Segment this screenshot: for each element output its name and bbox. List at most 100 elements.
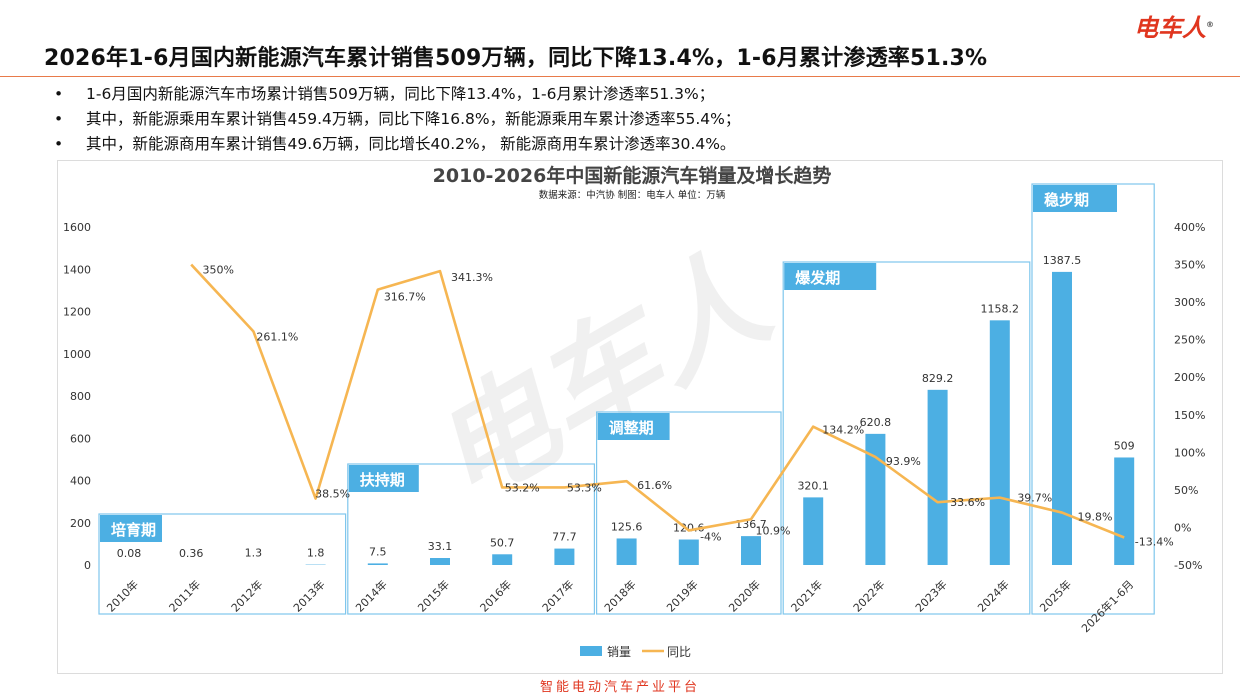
y-right-tick: 350%: [1174, 259, 1205, 272]
growth-value-label: 53.3%: [567, 481, 602, 494]
bar-value-label: 77.7: [552, 531, 577, 544]
bar: [1114, 457, 1135, 565]
x-tick-label: 2012年: [228, 577, 265, 614]
bar: [865, 433, 886, 565]
bar-value-label: 320.1: [797, 479, 829, 492]
x-tick-label: 2020年: [726, 577, 763, 614]
phase-box: [782, 261, 1031, 615]
x-tick-label: 2019年: [663, 577, 700, 614]
x-tick-label: 2014年: [352, 577, 389, 614]
y-left-tick: 1400: [63, 263, 91, 276]
bar: [927, 389, 948, 565]
x-tick-label: 2010年: [104, 577, 141, 614]
y-left-tick: 800: [70, 390, 91, 403]
growth-value-label: 341.3%: [451, 271, 493, 284]
bar-value-label: 1.8: [307, 547, 325, 560]
chart-title: 2010-2026年中国新能源汽车销量及增长趋势: [433, 164, 832, 187]
bar-value-label: 7.5: [369, 545, 387, 558]
summary-list: 1-6月国内新能源汽车市场累计销售509万辆，同比下降13.4%，1-6月累计渗…: [54, 82, 740, 157]
phase-box: [98, 513, 347, 615]
growth-value-label: 33.6%: [950, 496, 985, 509]
bar-value-label: 620.8: [860, 416, 892, 429]
y-right-tick: 400%: [1174, 221, 1205, 234]
x-tick-label: 2021年: [788, 577, 825, 614]
summary-item: 其中，新能源乘用车累计销售459.4万辆，同比下降16.8%，新能源乘用车累计渗…: [54, 107, 740, 132]
bar-value-label: 829.2: [922, 372, 954, 385]
bar: [616, 538, 637, 565]
page-title: 2026年1-6月国内新能源汽车累计销售509万辆，同比下降13.4%，1-6月…: [44, 46, 988, 71]
x-tick-label: 2026年1-6月: [1078, 577, 1136, 635]
x-tick-label: 2015年: [415, 577, 452, 614]
y-right-tick: 150%: [1174, 409, 1205, 422]
bar: [367, 563, 388, 565]
x-tick-label: 2024年: [974, 577, 1011, 614]
y-left-tick: 1000: [63, 348, 91, 361]
phase-tag: [1033, 185, 1117, 212]
growth-value-label: 39.7%: [1017, 492, 1052, 505]
registered-mark: ®: [1206, 20, 1214, 29]
x-tick-label: 2013年: [290, 577, 327, 614]
growth-value-label: 10.9%: [756, 524, 791, 537]
phase-box: [347, 463, 595, 615]
bar-value-label: 50.7: [490, 536, 515, 549]
x-tick-label: 2016年: [477, 577, 514, 614]
growth-value-label: 134.2%: [822, 424, 864, 437]
phase-tag: [597, 413, 670, 440]
bar-value-label: 0.08: [117, 547, 142, 560]
y-left-tick: 600: [70, 432, 91, 445]
x-tick-label: 2022年: [850, 577, 887, 614]
bar: [741, 536, 761, 565]
summary-item: 1-6月国内新能源汽车市场累计销售509万辆，同比下降13.4%，1-6月累计渗…: [54, 82, 740, 107]
phase-label: 扶持期: [360, 471, 405, 489]
bar-value-label: 1.3: [245, 547, 263, 560]
bar: [554, 548, 575, 565]
growth-value-label: 350%: [202, 264, 233, 277]
y-left-tick: 1600: [63, 221, 91, 234]
x-tick-label: 2023年: [912, 577, 949, 614]
bar: [678, 539, 699, 565]
y-right-tick: 50%: [1174, 484, 1198, 497]
phase-tag: [784, 263, 877, 290]
phase-label: 培育期: [111, 521, 156, 539]
y-right-tick: 200%: [1174, 371, 1205, 384]
growth-value-label: 93.9%: [886, 455, 921, 468]
growth-value-label: 38.5%: [315, 488, 350, 501]
summary-item: 其中，新能源商用车累计销售49.6万辆，同比增长40.2%， 新能源商用车累计渗…: [54, 132, 740, 157]
growth-value-label: -4%: [700, 530, 721, 543]
phase-box: [595, 411, 782, 615]
y-right-tick: 100%: [1174, 446, 1205, 459]
y-left-tick: 400: [70, 475, 91, 488]
phase-label: 爆发期: [795, 269, 840, 287]
growth-value-label: -13.4%: [1135, 536, 1174, 549]
y-right-tick: 250%: [1174, 334, 1205, 347]
y-left-tick: 1200: [63, 306, 91, 319]
growth-value-label: 316.7%: [384, 291, 426, 304]
bar: [1052, 271, 1072, 565]
bar-value-label: 125.6: [611, 520, 643, 533]
x-tick-label: 2018年: [601, 577, 638, 614]
legend-line-label: 同比: [667, 645, 691, 659]
y-left-tick: 0: [84, 559, 91, 572]
growth-value-label: 61.6%: [637, 479, 672, 492]
bar-value-label: 33.1: [428, 540, 453, 553]
title-divider: [0, 76, 1240, 77]
phase-tag: [348, 465, 419, 492]
legend-bar-label: 销量: [607, 645, 631, 659]
bar: [803, 497, 824, 565]
bar: [430, 558, 450, 565]
brand-name: 电车人: [1134, 14, 1206, 42]
bar: [492, 554, 513, 565]
chart-frame: [57, 160, 1223, 674]
brand-logo: 电车人®: [1134, 8, 1214, 43]
phase-tag: [100, 515, 162, 542]
bar-value-label: 1158.2: [981, 302, 1020, 315]
y-right-tick: -50%: [1174, 559, 1202, 572]
bar: [989, 320, 1010, 565]
chart-subtitle: 数据来源：中汽协 制图：电车人 单位：万辆: [539, 189, 726, 201]
growth-value-label: 261.1%: [256, 330, 298, 343]
bar-value-label: 0.36: [179, 547, 204, 560]
phase-label: 稳步期: [1044, 191, 1089, 209]
bar-value-label: 1387.5: [1043, 254, 1082, 267]
legend-bar-swatch: [580, 646, 602, 656]
